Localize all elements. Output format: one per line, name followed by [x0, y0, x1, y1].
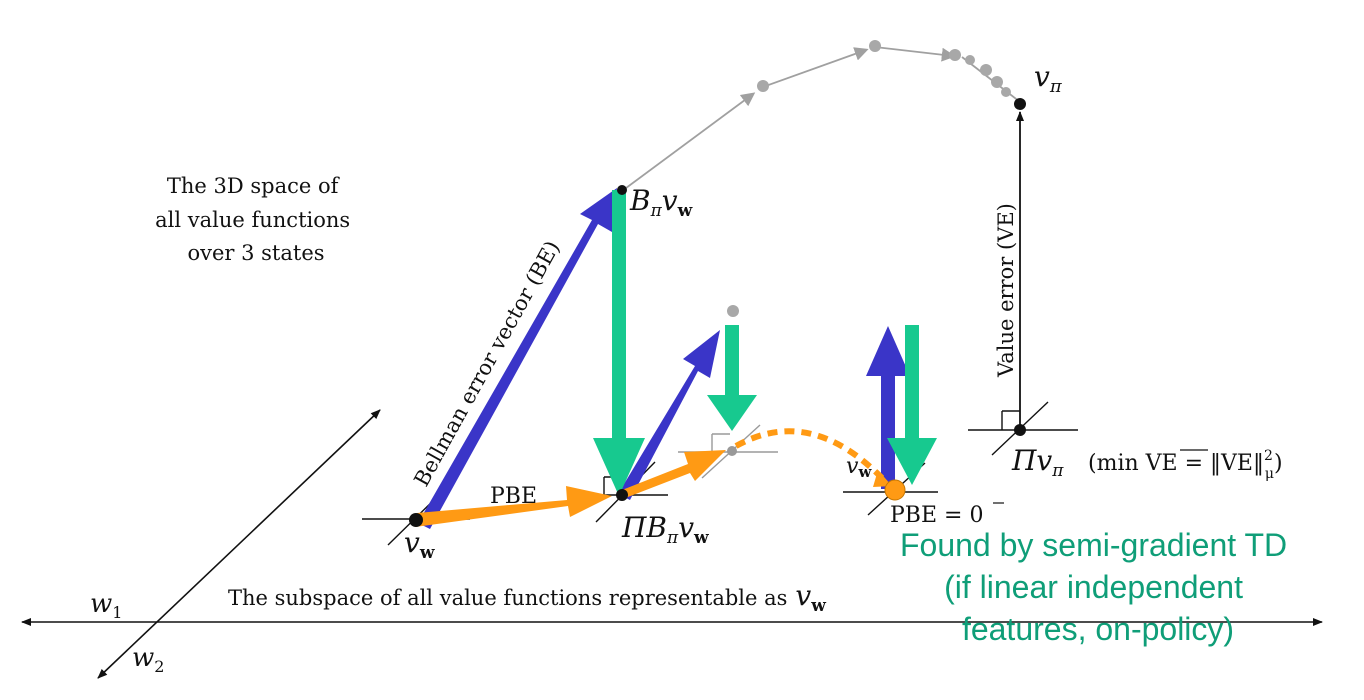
- proj-v-pi-point: [1014, 424, 1026, 436]
- b-pi-v-w-label: Bπvw: [629, 184, 693, 221]
- v-pi-point: [1014, 98, 1026, 110]
- proj-b-label: ΠBπvw: [621, 511, 709, 548]
- pbe-arrows: [415, 450, 726, 527]
- iteration-path: [621, 46, 1021, 192]
- projection-arrows: [593, 190, 937, 496]
- min-ve-label: (min VE = ‖VE‖2 μ): [1088, 448, 1283, 482]
- w2-axis: [97, 409, 381, 679]
- td-fixed-point: [884, 479, 906, 501]
- v-w-label: vw: [404, 526, 435, 563]
- bellman-error-arrows: [418, 188, 910, 529]
- td-fixed-point-arrowhead: [873, 470, 892, 487]
- iteration-points: [727, 40, 1011, 317]
- value-error-label: Value error (VE): [994, 203, 1018, 378]
- bellman-error-label: Bellman error vector (BE): [409, 237, 564, 491]
- td-fixed-point-path: [734, 428, 885, 481]
- b-pi-v-w-point: [617, 185, 627, 195]
- vw-hidden-label: vw: [846, 454, 872, 481]
- pbe-zero-label: PBE = 0: [890, 503, 983, 528]
- v-pi-label: vπ: [1034, 60, 1063, 97]
- proj-v-pi-label: Πvπ: [1011, 444, 1064, 481]
- subspace-caption: The subspace of all value functions repr…: [228, 579, 826, 616]
- w1-label: w1: [90, 589, 122, 622]
- pbe-left-label: PBE: [490, 484, 537, 509]
- semi-gradient-td-note: Found by semi-gradient TD (if linear ind…: [900, 527, 1296, 647]
- td-point: [727, 446, 737, 456]
- w2-label: w2: [132, 643, 164, 676]
- space-description: The 3D space of all value functions over…: [155, 174, 357, 265]
- v-w-point: [409, 513, 423, 527]
- proj-b-point: [616, 489, 628, 501]
